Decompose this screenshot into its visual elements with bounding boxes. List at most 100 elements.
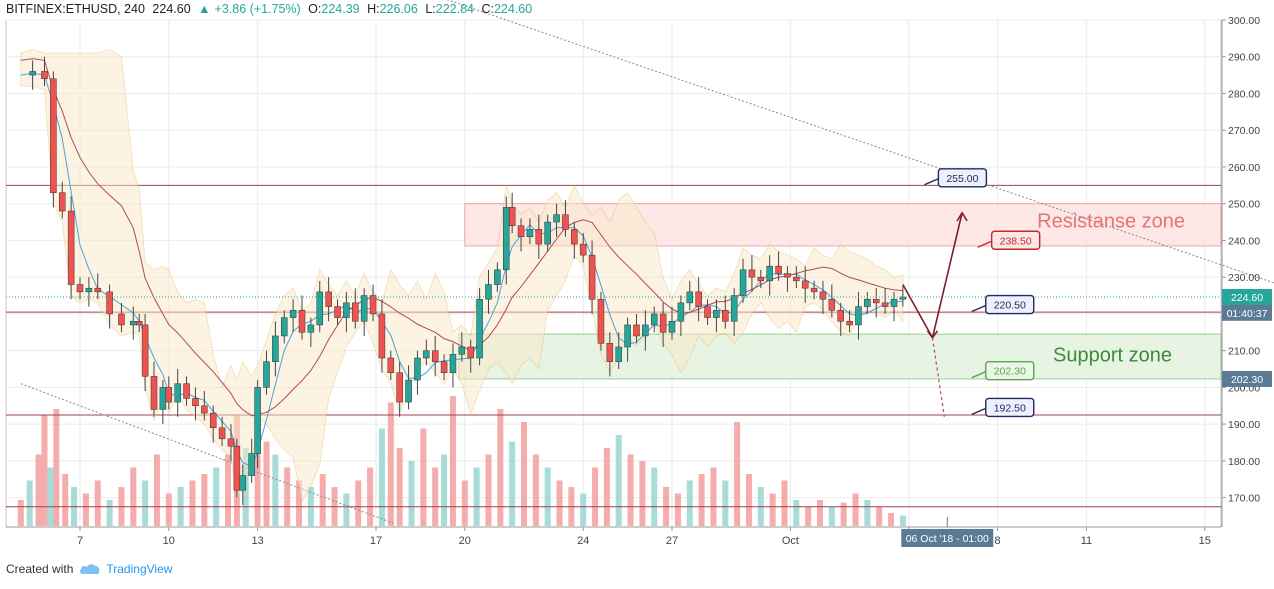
candle-body — [739, 269, 747, 296]
candle-body — [449, 354, 457, 373]
price-badge — [1222, 370, 1272, 387]
candle-body — [757, 276, 765, 282]
candle-body — [352, 302, 359, 322]
x-tick-label: 15 — [1199, 535, 1211, 547]
volume-bar — [509, 441, 516, 526]
candle-body — [810, 287, 818, 293]
candle-body — [872, 298, 880, 304]
candle-body — [588, 254, 596, 300]
volume-bar — [899, 515, 906, 526]
low-value: 222.84 — [435, 2, 474, 16]
volume-bar — [378, 428, 385, 526]
candle-body — [50, 78, 57, 193]
candle-body — [624, 324, 631, 348]
volume-bar — [367, 467, 374, 526]
candle-body — [730, 295, 738, 322]
volume-bar — [461, 480, 468, 526]
volume-bar — [532, 454, 539, 526]
symbol-label: BITFINEX:ETHUSD, 240 — [6, 2, 145, 16]
callout-label: 202.30 — [994, 366, 1026, 378]
volume-bar — [319, 474, 326, 526]
candle-body — [722, 309, 729, 322]
x-tick-label: 20 — [459, 535, 471, 547]
candle-body — [209, 412, 217, 429]
y-tick-label: 290.00 — [1228, 52, 1260, 64]
candle-body — [431, 350, 439, 362]
volume-bar — [769, 493, 776, 526]
volume-bar — [189, 480, 196, 526]
candle-body — [553, 214, 560, 223]
candle-body — [263, 361, 270, 388]
price-badge — [1222, 304, 1272, 321]
volume-bar — [225, 454, 231, 526]
callout-label: 192.50 — [994, 402, 1026, 414]
volume-bar — [615, 435, 622, 526]
y-tick-label: 260.00 — [1228, 162, 1260, 174]
x-tick-label: 27 — [666, 535, 678, 547]
candle-body — [686, 291, 694, 304]
candle-body — [316, 291, 324, 326]
candle-body — [201, 405, 208, 414]
candle-body — [41, 71, 48, 80]
open-label: O: — [308, 2, 322, 16]
footer: Created with TradingView — [6, 562, 172, 576]
volume-bar — [130, 467, 137, 526]
candle-body — [334, 306, 341, 318]
candle-body — [485, 284, 492, 300]
volume-bar — [603, 448, 610, 526]
callout-pointer — [971, 304, 987, 313]
candle-body — [343, 302, 350, 318]
candle-body — [793, 276, 800, 282]
y-tick-label: 280.00 — [1228, 88, 1260, 100]
trendline — [446, 0, 1274, 284]
candle-body — [369, 295, 377, 315]
candle-body — [325, 291, 332, 307]
y-tick-label: 190.00 — [1228, 419, 1260, 431]
candle-body — [713, 309, 720, 318]
tradingview-link[interactable]: TradingView — [79, 562, 172, 576]
x-tick-label: 7 — [77, 535, 83, 547]
volume-bar — [284, 467, 291, 526]
candle-body — [562, 214, 569, 230]
volume-bar — [781, 480, 788, 526]
volume-bar — [408, 461, 415, 526]
ichimoku-cloud — [20, 48, 904, 503]
projection-dashed-path — [931, 337, 945, 417]
candle-body — [615, 346, 622, 362]
candle-body — [387, 357, 395, 373]
candle-body — [165, 387, 173, 403]
volume-bar — [876, 506, 883, 526]
x-tick-label: 17 — [370, 535, 382, 547]
volume-bar — [840, 502, 847, 526]
volume-bar — [82, 493, 89, 526]
volume-bar — [497, 409, 504, 526]
candle-body — [668, 321, 676, 333]
volume-bar — [639, 461, 646, 526]
volume-bar — [355, 480, 362, 526]
candle-body — [458, 346, 466, 355]
close-label: C: — [481, 2, 494, 16]
candle-body — [535, 229, 543, 245]
candle-body — [76, 284, 84, 293]
candle-body — [846, 321, 853, 326]
volume-bar — [53, 409, 60, 526]
volume-bar — [35, 454, 42, 526]
candle-body — [118, 313, 125, 326]
volume-bar — [441, 454, 448, 526]
volume-bar — [263, 441, 270, 526]
high-value: 226.06 — [379, 2, 418, 16]
volume-bar — [745, 474, 752, 526]
volume-bar — [62, 474, 69, 526]
candle-body — [784, 273, 791, 278]
x-tick-label: 10 — [163, 535, 175, 547]
candle-body — [864, 298, 871, 307]
candle-body — [67, 210, 75, 285]
callout-pointer — [977, 240, 992, 248]
callout-box — [985, 360, 1035, 381]
resistance-zone-label: Resistanse zone — [1037, 211, 1185, 233]
volume-bar — [17, 500, 24, 526]
candle-body — [855, 306, 862, 326]
candle-body — [405, 379, 412, 403]
volume-bar — [26, 480, 33, 526]
